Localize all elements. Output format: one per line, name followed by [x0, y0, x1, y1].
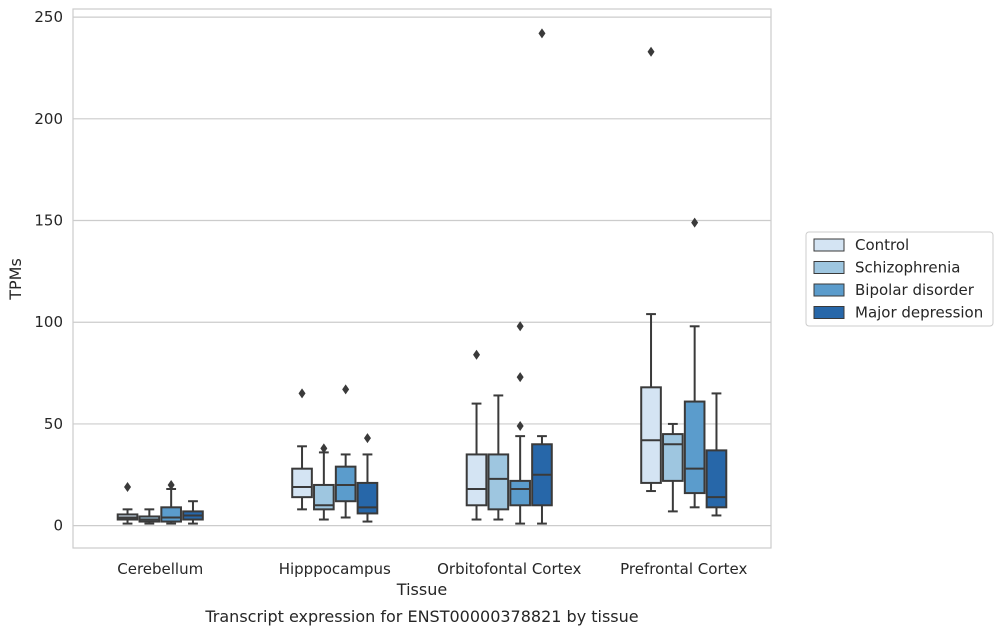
- box-1-3: [356, 433, 379, 523]
- box-0-1: [138, 508, 161, 525]
- box-0-0: [116, 481, 139, 525]
- box-0-2: [160, 479, 182, 525]
- box-iqr: [160, 506, 182, 523]
- box-2-2: [509, 321, 531, 525]
- outlier-point: [124, 481, 132, 492]
- y-tick-label: 200: [34, 110, 63, 128]
- y-tick-label: 250: [34, 8, 63, 26]
- box-plots: [116, 28, 728, 525]
- box-2-0: [465, 349, 488, 521]
- plot-frame: [72, 8, 772, 549]
- outlier-point: [647, 46, 655, 57]
- box-iqr: [705, 449, 728, 509]
- box-iqr: [662, 433, 684, 482]
- outlier-point: [516, 420, 524, 431]
- box-2-3: [531, 28, 553, 525]
- box-iqr: [509, 479, 531, 507]
- x-tick-label: Hipppocampus: [279, 560, 391, 578]
- box-3-1: [662, 422, 684, 513]
- box-iqr: [683, 400, 706, 495]
- outlier-point: [691, 217, 699, 228]
- outlier-point: [167, 479, 175, 490]
- outlier-point: [363, 433, 371, 444]
- x-tick-label: Orbitofontal Cortex: [437, 560, 581, 578]
- outlier-point: [473, 349, 481, 360]
- y-tick-label: 50: [44, 415, 63, 433]
- box-iqr: [291, 467, 313, 499]
- box-iqr: [334, 465, 357, 503]
- y-tick-label: 100: [34, 313, 63, 331]
- grid-lines: [73, 16, 771, 527]
- outlier-point: [298, 388, 306, 399]
- outlier-point: [516, 372, 524, 383]
- legend-swatch: [813, 238, 845, 252]
- box-iqr: [487, 453, 510, 511]
- box-1-2: [334, 384, 357, 519]
- box-iqr: [356, 481, 379, 515]
- box-0-3: [182, 500, 204, 525]
- legend-swatch: [813, 261, 845, 274]
- x-tick-label: Cerebellum: [117, 560, 203, 578]
- box-iqr: [640, 386, 662, 484]
- box-3-3: [705, 392, 728, 517]
- legend-label: Major depression: [855, 304, 983, 322]
- legend: Control Schizophrenia Bipolar disorder Majo…: [805, 231, 994, 327]
- chart-caption: Transcript expression for ENST0000037882…: [204, 607, 638, 626]
- x-axis-title: Tissue: [396, 580, 447, 599]
- legend-label: Schizophrenia: [855, 259, 960, 277]
- outlier-point: [516, 321, 524, 332]
- x-axis: Cerebellum Hipppocampus Orbitofontal Corte…: [117, 560, 747, 578]
- legend-swatch: [813, 306, 845, 319]
- legend-label: Control: [855, 236, 909, 254]
- box-2-1: [487, 394, 510, 521]
- legend-frame: [805, 231, 994, 327]
- box-3-2: [683, 217, 706, 509]
- outlier-point: [538, 28, 546, 39]
- x-tick-label: Prefrontal Cortex: [620, 560, 747, 578]
- y-tick-label: 0: [53, 517, 63, 535]
- outlier-point: [342, 384, 350, 395]
- box-1-1: [313, 443, 335, 521]
- box-iqr: [313, 483, 335, 511]
- box-3-0: [640, 46, 662, 493]
- legend-label: Bipolar disorder: [855, 281, 975, 299]
- y-tick-label: 150: [34, 212, 63, 230]
- outlier-point: [320, 443, 328, 454]
- y-axis: 0 50 100 150 200 250: [34, 8, 63, 534]
- legend-swatch: [813, 283, 845, 297]
- box-1-0: [291, 388, 313, 511]
- y-axis-title: TPMs: [6, 258, 25, 301]
- box-iqr: [465, 453, 488, 507]
